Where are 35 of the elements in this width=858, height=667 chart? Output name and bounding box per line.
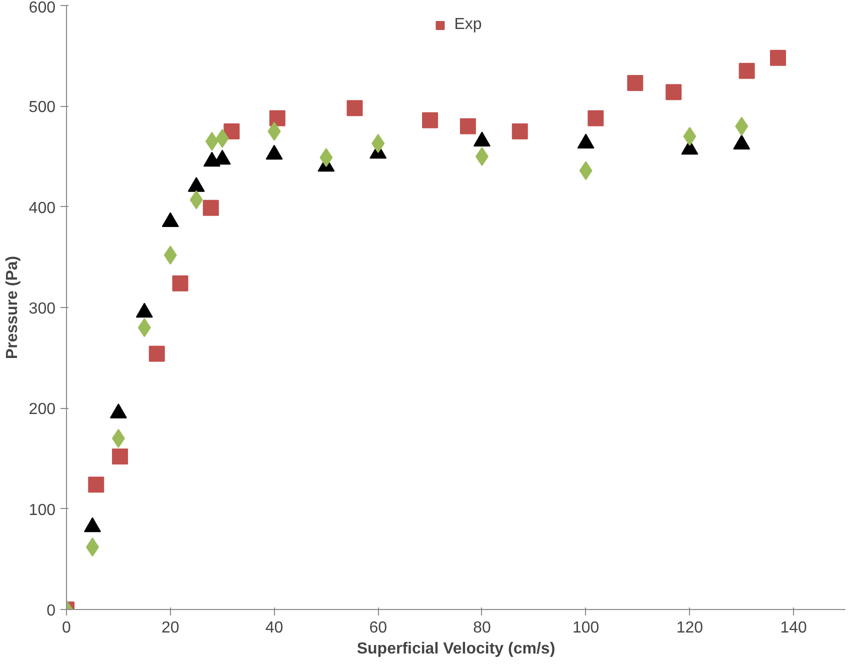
x-tick-label: 0 (62, 620, 72, 636)
legend-label: Exp (454, 16, 482, 34)
point (738, 62, 755, 79)
point (224, 123, 240, 140)
x-axis-title: Superficial Velocity (cm/s) (356, 640, 556, 658)
point (202, 200, 219, 216)
y-tick-label: 500 (28, 99, 56, 116)
point (512, 123, 528, 140)
y-tick-label: 200 (28, 401, 56, 418)
point (460, 118, 476, 134)
y-tick-label: 0 (46, 602, 56, 620)
y-tick-label: 400 (28, 200, 56, 217)
y-tick-label: 100 (28, 502, 56, 519)
point (627, 75, 644, 92)
x-tick-label: 120 (676, 620, 704, 636)
x-tick-label: 40 (265, 620, 284, 636)
point (88, 476, 104, 493)
point (770, 50, 786, 66)
x-tick-label: 20 (161, 620, 180, 636)
point (172, 275, 188, 292)
x-tick-label: 100 (572, 620, 600, 636)
point (588, 110, 604, 126)
point (269, 110, 286, 126)
y-tick-label: 600 (28, 0, 56, 16)
x-tick-label: 140 (780, 620, 808, 636)
y-tick-label: 300 (28, 300, 56, 318)
point (112, 448, 128, 464)
point (475, 147, 488, 166)
y-axis-title: Pressure (Pa) (4, 256, 21, 360)
point (346, 100, 363, 116)
x-tick-label: 60 (369, 620, 388, 636)
point (666, 84, 682, 100)
x-tick-label: 80 (473, 620, 491, 636)
point (422, 112, 438, 128)
point (148, 346, 165, 362)
